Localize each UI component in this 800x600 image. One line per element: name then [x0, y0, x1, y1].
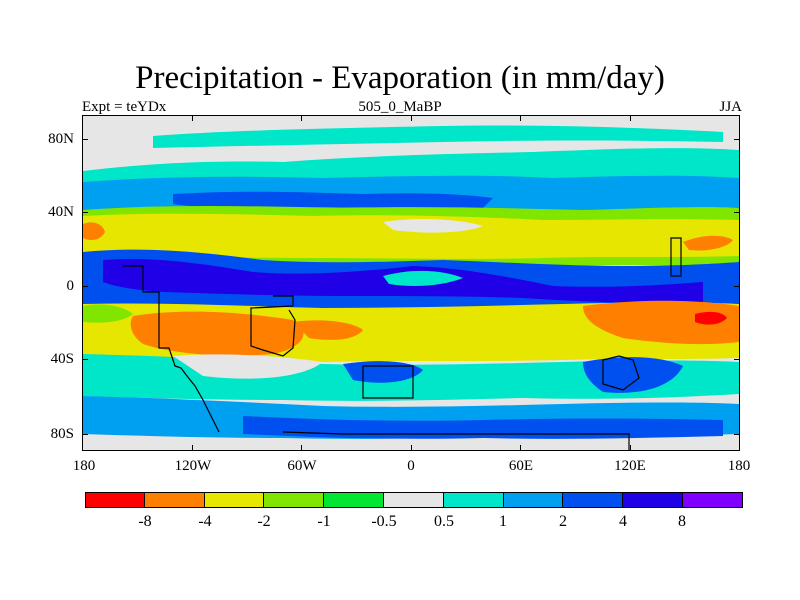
north-cyan-strip	[153, 125, 723, 148]
continent-outline-africa	[250, 295, 296, 357]
x-tick-top-60e	[520, 115, 521, 121]
colorbar-box-5	[383, 492, 444, 508]
x-label-180e: 180	[727, 458, 751, 474]
x-tick-60w	[301, 445, 302, 451]
case-label: 505_0_MaBP	[358, 99, 442, 115]
y-label-40s: 40S	[50, 351, 74, 367]
y-tick-right-80s	[734, 434, 740, 435]
colorbar-label-3: -1	[317, 513, 331, 530]
x-tick-top-60w	[301, 115, 302, 121]
continent-outline-samerica	[123, 265, 220, 433]
y-label-40n: 40N	[48, 204, 74, 220]
colorbar-box-6	[443, 492, 504, 508]
north-yellow-band	[83, 213, 739, 259]
south-gray-patch	[173, 354, 323, 379]
south-orange-patch-pacific	[583, 300, 739, 345]
colorbar-label-7: 2	[559, 513, 567, 530]
south-red-patch	[695, 311, 727, 325]
y-tick-80n	[82, 139, 88, 140]
colorbar-box-4	[324, 492, 384, 508]
x-label-180w: 180	[72, 458, 96, 474]
x-tick-60e	[520, 445, 521, 451]
south-green-patch	[83, 304, 133, 323]
colorbar-box-2	[204, 492, 265, 508]
y-tick-right-40s	[734, 359, 740, 360]
colorbar-box-9	[623, 492, 683, 508]
equatorial-cyan-patch	[383, 270, 463, 286]
continent-outline-asia	[670, 237, 682, 277]
x-tick-top-120w	[192, 115, 193, 121]
colorbar-label-0: -8	[138, 513, 152, 530]
y-tick-40n	[82, 212, 88, 213]
season-label: JJA	[719, 99, 742, 115]
north-deepblue-band	[173, 191, 493, 208]
colorbar-label-9: 8	[678, 513, 686, 530]
y-tick-right-0	[734, 286, 740, 287]
x-tick-180w	[82, 445, 83, 451]
colorbar-box-1	[144, 492, 205, 508]
colorbar-label-5: 0.5	[434, 513, 454, 530]
colorbar-label-2: -2	[257, 513, 271, 530]
x-tick-top-0	[411, 115, 412, 121]
north-orange-patch-2	[683, 235, 733, 251]
y-label-80n: 80N	[48, 131, 74, 147]
x-tick-120w	[192, 445, 193, 451]
continent-outline-antarctica-shelf	[362, 365, 414, 399]
map-field	[83, 116, 739, 450]
colorbar-label-8: 4	[619, 513, 627, 530]
continent-outline-antarctic	[282, 431, 630, 450]
colorbar	[85, 492, 743, 508]
colorbar-box-8	[563, 492, 624, 508]
x-tick-0	[411, 445, 412, 451]
north-gray-patch	[383, 219, 483, 233]
x-label-120e: 120E	[614, 458, 646, 474]
x-tick-120e	[630, 445, 631, 451]
chart-title: Precipitation - Evaporation (in mm/day)	[135, 60, 665, 96]
x-label-60e: 60E	[508, 458, 534, 474]
colorbar-box-7	[503, 492, 564, 508]
y-label-0: 0	[66, 278, 75, 294]
colorbar-box-3	[264, 492, 325, 508]
colorbar-label-1: -4	[198, 513, 212, 530]
colorbar-label-4: -0.5	[371, 513, 397, 530]
y-tick-right-40n	[734, 212, 740, 213]
x-tick-top-120e	[630, 115, 631, 121]
x-label-0: 0	[407, 458, 415, 474]
south-orange-patch-africa	[293, 320, 363, 340]
colorbar-box-10	[682, 492, 743, 508]
colorbar-box-0	[85, 492, 145, 508]
colorbar-label-6: 1	[499, 513, 507, 530]
y-tick-right-80n	[734, 139, 740, 140]
y-tick-80s	[82, 434, 88, 435]
map-plot-area	[82, 115, 740, 451]
x-label-120w: 120W	[174, 458, 212, 474]
north-orange-patch-1	[83, 222, 105, 240]
continent-outline-australia	[602, 355, 640, 391]
x-tick-180e	[739, 445, 740, 451]
south-deepblue-band	[243, 416, 723, 439]
experiment-label: Expt = teYDx	[82, 99, 167, 115]
y-tick-40s	[82, 359, 88, 360]
south-orange-patch-america	[130, 311, 304, 356]
y-label-80s: 80S	[50, 426, 74, 442]
south-blue-patch-2	[583, 357, 683, 393]
y-tick-0	[82, 286, 88, 287]
x-label-60w: 60W	[287, 458, 317, 474]
